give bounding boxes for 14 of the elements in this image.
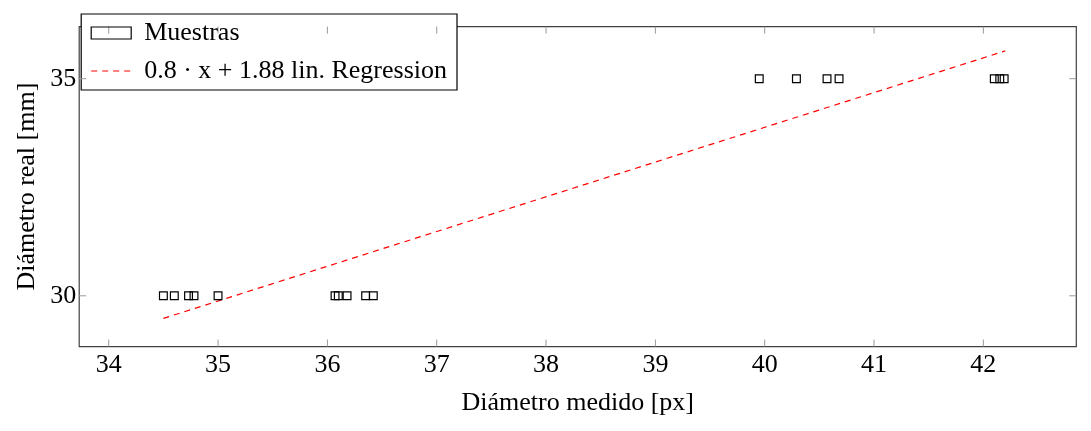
legend-label: 0.8 · x + 1.88 lin. Regression (144, 54, 448, 84)
x-axis-title: Diámetro medido [px] (461, 387, 694, 417)
x-tick-label: 42 (970, 349, 997, 379)
x-tick-label: 40 (751, 349, 778, 379)
x-tick-label: 41 (861, 349, 888, 379)
x-tick-label: 37 (423, 349, 450, 379)
x-tick-label: 36 (314, 349, 341, 379)
y-axis-title: Diámetro real [mm] (11, 82, 41, 291)
y-tick-label: 30 (50, 279, 77, 309)
x-tick-label: 34 (95, 349, 122, 379)
x-tick-label: 39 (642, 349, 669, 379)
legend-label: Muestras (144, 16, 240, 46)
x-tick-label: 35 (205, 349, 232, 379)
x-tick-label: 38 (533, 349, 560, 379)
